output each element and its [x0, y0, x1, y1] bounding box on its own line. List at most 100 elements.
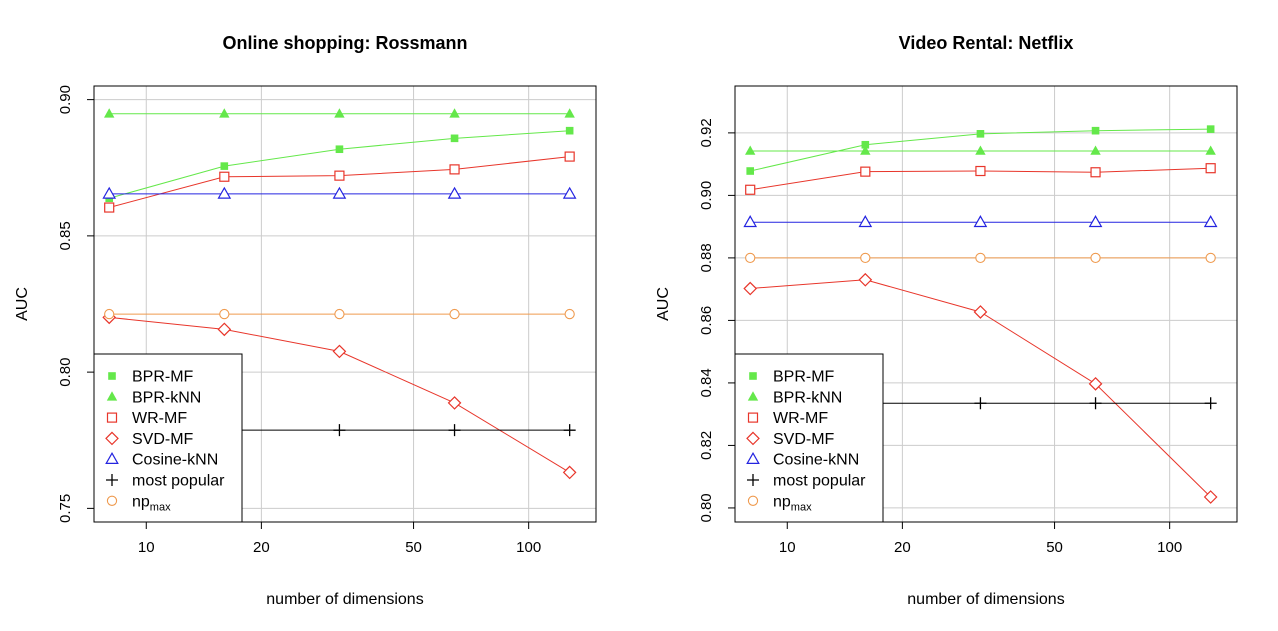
legend-label: BPR-MF: [773, 369, 835, 386]
legend-label: npmax: [773, 493, 812, 513]
y-axis: 0.80 0.82 0.84 0.86 0.88 0.90 0.92 AUC: [655, 118, 735, 523]
data-point: [217, 186, 232, 199]
data-point: [1088, 377, 1103, 391]
legend-box: [734, 353, 884, 523]
legend-label-subscript: max: [791, 501, 812, 513]
legend-label-text: Cosine-kNN: [132, 452, 218, 469]
data-point: [450, 134, 459, 143]
series-cosine-knn: [743, 215, 1218, 228]
x-tick-label: 100: [1157, 539, 1182, 556]
data-point: [104, 108, 115, 118]
data-point: [745, 145, 756, 155]
data-point: [447, 396, 462, 410]
y-tick-label: 0.80: [57, 358, 74, 387]
legend-box: [93, 353, 243, 523]
legend-item-cosine-knn: Cosine-kNN: [746, 452, 859, 469]
legend-marker: [108, 372, 116, 380]
legend-marker: [747, 412, 759, 423]
legend-item-cosine-knn: Cosine-kNN: [105, 452, 218, 469]
data-point: [449, 308, 460, 320]
data-point: [1205, 145, 1216, 155]
legend-marker: [106, 391, 118, 401]
data-point: [973, 305, 988, 319]
data-point: [449, 164, 460, 175]
series-cosine-knn: [102, 186, 577, 199]
data-point: [1089, 397, 1102, 410]
legend-marker: [747, 474, 759, 486]
data-point: [746, 167, 755, 175]
legend-label-text: most popular: [132, 473, 225, 490]
series-np-max: [745, 252, 1216, 264]
data-point: [1206, 125, 1215, 133]
legend-item-svd-mf: SVD-MF: [746, 431, 835, 448]
y-tick-label: 0.88: [698, 243, 715, 272]
legend-item-wr-mf: WR-MF: [747, 410, 828, 427]
series-group: [102, 108, 577, 480]
y-tick-label: 0.92: [698, 118, 715, 147]
series-line: [109, 156, 570, 209]
legend-marker: [106, 495, 118, 506]
data-point: [1205, 163, 1216, 174]
data-point: [743, 215, 758, 228]
y-axis-label: AUC: [14, 287, 31, 321]
data-point: [564, 151, 575, 162]
legend-label-text: BPR-MF: [132, 369, 194, 386]
chart-title: Online shopping: Rossmann: [222, 33, 467, 53]
legend-marker: [106, 474, 118, 486]
data-point: [1090, 145, 1101, 155]
data-point: [104, 202, 115, 213]
legend-marker: [106, 412, 118, 423]
data-point: [861, 140, 870, 149]
data-point: [745, 184, 756, 195]
plot-frame: [93, 85, 597, 523]
legend-label: SVD-MF: [132, 431, 194, 448]
y-tick-label: 0.86: [698, 306, 715, 335]
legend-marker: [749, 372, 757, 380]
legend-marker: [105, 431, 119, 446]
legend-item-bpr-knn: BPR-kNN: [747, 389, 842, 406]
data-point: [974, 397, 987, 410]
legend-item-np-max: npmax: [747, 493, 812, 513]
data-point: [334, 170, 345, 181]
data-point: [976, 130, 985, 138]
chart-title: Video Rental: Netflix: [899, 33, 1074, 53]
series-group: [743, 125, 1218, 504]
data-point: [975, 165, 986, 177]
data-point: [562, 465, 577, 480]
data-point: [975, 252, 986, 264]
chart-panel-2: Video Rental: Netflix 10 20 50 100 number of …: [655, 33, 1238, 608]
data-point: [1203, 490, 1218, 504]
data-point: [104, 308, 115, 320]
x-axis: 10 20 50 100 number of dimensions: [138, 522, 541, 608]
data-point: [219, 308, 230, 320]
x-tick-label: 10: [779, 539, 796, 556]
legend-item-svd-mf: SVD-MF: [105, 431, 194, 448]
y-tick-label: 0.80: [698, 493, 715, 522]
legend-label: Cosine-kNN: [132, 452, 218, 469]
legend-label: most popular: [132, 473, 225, 490]
legend-label-text: Cosine-kNN: [773, 452, 859, 469]
y-axis-label: AUC: [655, 287, 672, 321]
data-point: [1090, 167, 1101, 178]
legend-label-text: WR-MF: [132, 410, 187, 427]
data-point: [564, 108, 575, 118]
legend-label: Cosine-kNN: [773, 452, 859, 469]
y-tick-label: 0.85: [57, 221, 74, 250]
data-point: [335, 145, 344, 154]
y-tick-label: 0.84: [698, 368, 715, 397]
plot-frame: [734, 85, 1238, 523]
y-tick-label: 0.75: [57, 494, 74, 523]
legend-label-text: most popular: [773, 473, 866, 490]
y-tick-label: 0.90: [698, 181, 715, 210]
data-point: [562, 186, 577, 199]
legend-label-text: BPR-MF: [773, 369, 835, 386]
series-bpr-knn: [745, 145, 1216, 155]
legend-label: npmax: [132, 493, 171, 513]
data-point: [1088, 215, 1103, 228]
legend-label-subscript: max: [150, 501, 171, 513]
legend-label: BPR-kNN: [773, 389, 842, 406]
legend-label-text: np: [773, 493, 791, 510]
data-point: [858, 215, 873, 228]
data-point: [334, 108, 345, 118]
